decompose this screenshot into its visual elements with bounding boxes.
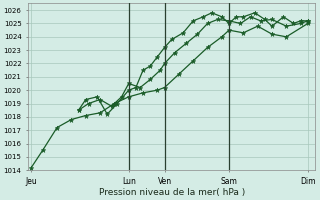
- X-axis label: Pression niveau de la mer( hPa ): Pression niveau de la mer( hPa ): [99, 188, 245, 197]
